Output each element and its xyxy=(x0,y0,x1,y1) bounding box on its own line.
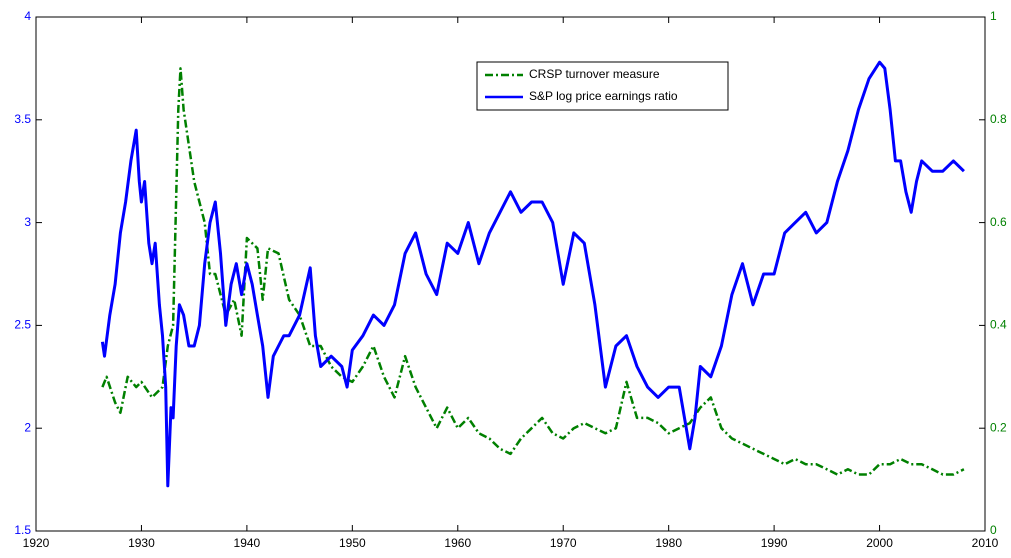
x-tick-label: 1930 xyxy=(128,536,155,550)
plot-frame xyxy=(35,16,986,532)
y2-tick-label: 1 xyxy=(990,9,997,23)
y-tick-label: 2 xyxy=(24,420,31,434)
y2-tick-label: 0 xyxy=(990,523,997,537)
y2-tick-label: 0.2 xyxy=(990,420,1007,434)
legend-label: CRSP turnover measure xyxy=(529,67,660,81)
y-tick-label: 2.5 xyxy=(14,318,31,332)
x-tick-label: 1940 xyxy=(234,536,261,550)
y-tick-label: 1.5 xyxy=(14,523,31,537)
y-tick-label: 3.5 xyxy=(14,112,31,126)
x-tick-label: 1970 xyxy=(550,536,577,550)
y2-tick-label: 0.8 xyxy=(990,112,1007,126)
x-tick-label: 1920 xyxy=(23,536,50,550)
y2-tick-label: 0.4 xyxy=(990,318,1007,332)
x-tick-label: 1980 xyxy=(655,536,682,550)
y2-tick-label: 0.6 xyxy=(990,215,1007,229)
data-line xyxy=(100,60,965,488)
y-tick-label: 4 xyxy=(24,9,31,23)
x-tick-label: 1960 xyxy=(444,536,471,550)
data-line xyxy=(101,67,965,476)
legend-label: S&P log price earnings ratio xyxy=(529,89,678,103)
x-tick-label: 1990 xyxy=(761,536,788,550)
legend-box xyxy=(476,61,729,111)
y-tick-label: 3 xyxy=(24,215,31,229)
x-tick-label: 2000 xyxy=(866,536,893,550)
x-tick-label: 2010 xyxy=(972,536,999,550)
x-tick-label: 1950 xyxy=(339,536,366,550)
